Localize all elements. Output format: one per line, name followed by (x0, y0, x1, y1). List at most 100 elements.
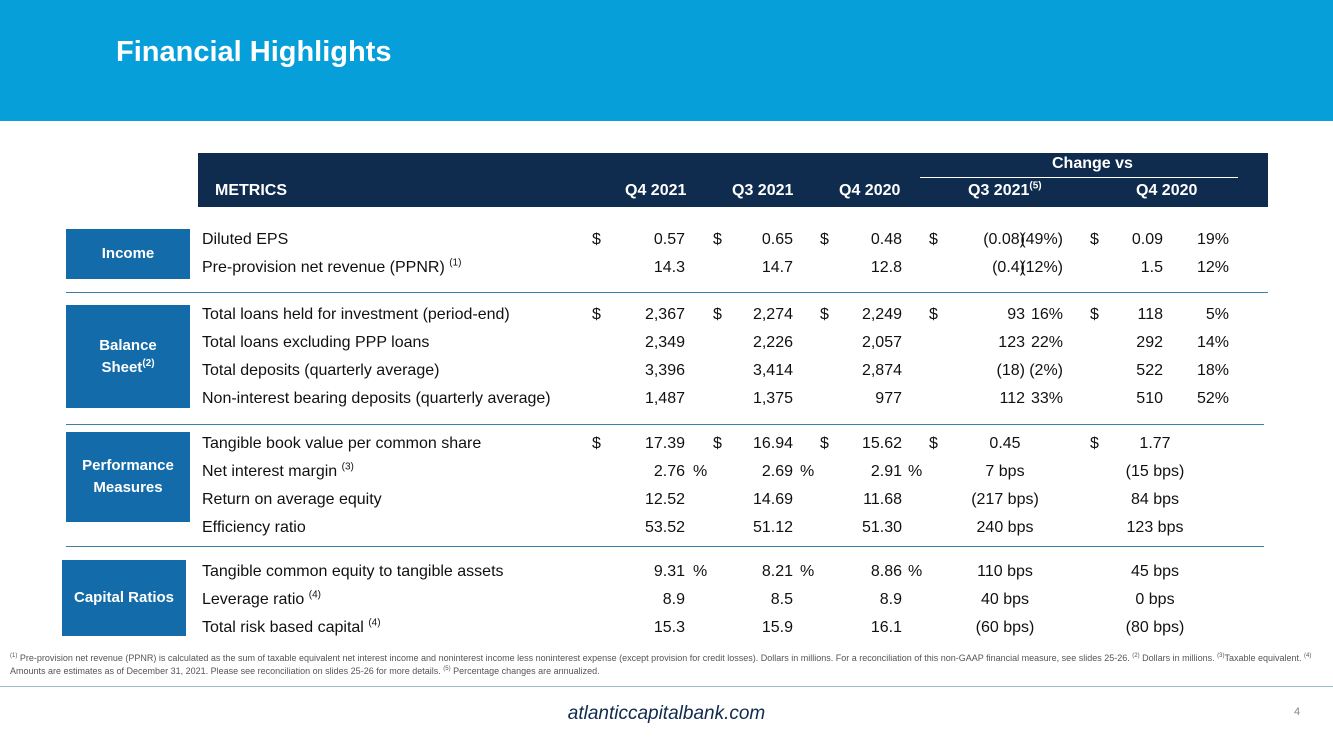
metric-value: 17.39 (644, 435, 685, 452)
metric-value: 52% (1196, 390, 1229, 407)
metric-value: 16.1 (870, 619, 902, 636)
website-link[interactable]: atlanticcapitalbank.com (567, 703, 766, 724)
metric-value: (2%) (1029, 362, 1063, 379)
metric-value: (217 bps) (971, 491, 1039, 508)
footnote: (1) Pre-provision net revenue (PPNR) is … (10, 653, 1312, 676)
metric-value: 14.7 (761, 259, 793, 276)
metric-value: 2.69 (761, 463, 793, 480)
metric-value: $ (929, 231, 938, 248)
title-banner: Financial Highlights (0, 0, 1333, 121)
metric-label: Non-interest bearing deposits (quarterly… (202, 390, 551, 407)
metric-value: 8.21 (761, 563, 793, 580)
metric-value: 8.86 (870, 563, 902, 580)
metric-value: % (908, 463, 923, 480)
metric-value: 16.94 (752, 435, 793, 452)
metric-label: Pre-provision net revenue (PPNR) (1) (202, 257, 462, 276)
table-header: METRICS Q4 2021 Q3 2021 Q4 2020 Change v… (198, 153, 1268, 207)
metric-value: 977 (875, 390, 902, 407)
section-balance-sheet: Balance Sheet(2) (66, 305, 190, 408)
section-performance-measures: Performance Measures (66, 432, 190, 522)
metric-value: 14% (1196, 334, 1229, 351)
metric-value: 118 (1137, 306, 1163, 323)
metric-value: 123 bps (1126, 519, 1184, 536)
metric-label: Total loans excluding PPP loans (202, 334, 430, 351)
metric-value: 0.65 (761, 231, 793, 248)
metric-value: 522 (1136, 362, 1163, 379)
metric-value: 2.76 (653, 463, 685, 480)
metric-value: 0 bps (1135, 591, 1175, 608)
metric-value: 15.9 (761, 619, 793, 636)
metric-value: % (800, 463, 815, 480)
section-divider (66, 546, 1264, 547)
metric-value: $ (1090, 231, 1099, 248)
metric-value: $ (1090, 306, 1099, 323)
metric-value: 240 bps (976, 519, 1034, 536)
metric-value: (0.08) (983, 231, 1025, 248)
metric-value: 2.91 (870, 463, 902, 480)
metric-value: 1.5 (1140, 259, 1163, 276)
metric-value: 2,057 (861, 334, 902, 351)
metric-value: 16% (1030, 306, 1063, 323)
metric-value: 2,349 (644, 334, 685, 351)
header-change-q3-2021: Q3 2021(5) (968, 180, 1042, 199)
page-title: Financial Highlights (116, 36, 392, 68)
metric-value: 2,274 (752, 306, 793, 323)
header-change-vs: Change vs (1052, 155, 1133, 172)
metric-value: % (693, 463, 708, 480)
metric-value: 40 bps (980, 591, 1030, 608)
metric-value: 53.52 (644, 519, 685, 536)
metric-label: Diluted EPS (202, 231, 289, 248)
metric-label: Leverage ratio (4) (202, 589, 321, 608)
header-q4-2020: Q4 2020 (839, 182, 901, 199)
metric-value: 110 bps (977, 563, 1033, 580)
metric-value: 1.77 (1139, 435, 1171, 452)
metric-value: 15.62 (861, 435, 902, 452)
metric-value: (12%) (1020, 259, 1063, 276)
metric-value: 0.45 (989, 435, 1021, 452)
metric-value: 7 bps (985, 463, 1025, 480)
metric-value: 84 bps (1130, 491, 1180, 508)
metric-value: $ (820, 306, 829, 323)
section-divider (66, 292, 1268, 293)
metric-value: 0.48 (870, 231, 902, 248)
metric-value: 12% (1196, 259, 1229, 276)
metric-value: 292 (1136, 334, 1163, 351)
metric-value: 12.52 (644, 491, 685, 508)
metric-value: 15.3 (653, 619, 685, 636)
metric-value: $ (713, 435, 722, 452)
header-q3-2021: Q3 2021 (732, 182, 794, 199)
metric-value: 8.9 (662, 591, 685, 608)
metric-value: % (908, 563, 923, 580)
metric-value: $ (592, 306, 601, 323)
metric-value: 19% (1196, 231, 1229, 248)
metric-value: 0.09 (1131, 231, 1163, 248)
metric-value: 123 (998, 334, 1025, 351)
metric-value: (0.4) (992, 259, 1025, 276)
metric-value: 2,226 (752, 334, 793, 351)
metric-value: 33% (1030, 390, 1063, 407)
metric-value: 2,249 (861, 306, 902, 323)
metric-value: $ (820, 231, 829, 248)
metric-value: 3,396 (644, 362, 685, 379)
metric-value: $ (713, 231, 722, 248)
metric-value: 14.3 (653, 259, 685, 276)
change-vs-divider (920, 177, 1238, 178)
metric-label: Net interest margin (3) (202, 461, 354, 480)
metric-value: (15 bps) (1125, 463, 1185, 480)
metric-label: Return on average equity (202, 491, 382, 508)
metric-value: (60 bps) (975, 619, 1035, 636)
section-divider (66, 424, 1264, 425)
metric-value: 5% (1205, 306, 1229, 323)
footer-divider (0, 686, 1333, 687)
metric-value: 2,367 (644, 306, 685, 323)
metric-value: 45 bps (1130, 563, 1180, 580)
metric-value: 8.5 (770, 591, 793, 608)
metric-value: (80 bps) (1125, 619, 1185, 636)
metric-label: Total risk based capital (4) (202, 617, 381, 636)
metric-value: 112 (999, 390, 1025, 407)
metric-value: 510 (1136, 390, 1163, 407)
metric-value: 2,874 (861, 362, 902, 379)
metric-value: $ (820, 435, 829, 452)
metric-value: 1,375 (752, 390, 793, 407)
header-q4-2021: Q4 2021 (625, 182, 687, 199)
